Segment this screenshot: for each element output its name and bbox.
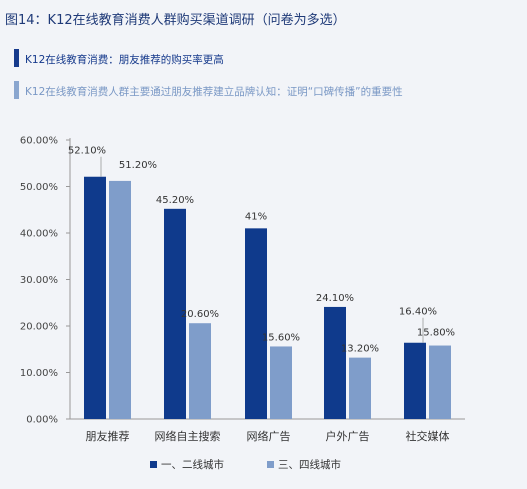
note-2-marker xyxy=(14,81,19,99)
y-tick-label: 10.00% xyxy=(20,368,58,379)
note-1-text: K12在线教育消费：朋友推荐的购买率更高 xyxy=(25,54,224,66)
data-label: 13.20% xyxy=(341,344,379,355)
y-tick-label: 60.00% xyxy=(20,136,58,147)
bar-2 xyxy=(349,357,371,419)
data-label: 16.40% xyxy=(399,307,437,318)
bar-1 xyxy=(164,208,186,419)
y-tick-label: 40.00% xyxy=(20,229,58,240)
bar-2 xyxy=(109,180,131,419)
y-tick-label: 50.00% xyxy=(20,182,58,193)
data-label: 41% xyxy=(245,211,267,222)
bar-2 xyxy=(270,346,292,419)
data-label: 51.20% xyxy=(119,160,157,171)
category-label: 网络自主搜索 xyxy=(155,429,221,443)
y-tick-label: 30.00% xyxy=(20,275,58,286)
category-label: 户外广告 xyxy=(326,429,370,443)
y-tick-label: 0.00% xyxy=(26,415,58,426)
note-1-marker xyxy=(14,49,19,67)
bar-2 xyxy=(189,323,211,419)
bar-2 xyxy=(429,345,451,419)
note-2: K12在线教育消费人群主要通过朋友推荐建立品牌认知：证明“口碑传播”的重要性 xyxy=(14,81,403,99)
legend-label-1: 一、二线城市 xyxy=(161,458,224,471)
data-label: 45.20% xyxy=(156,195,194,206)
bar-1 xyxy=(324,306,346,419)
category-label: 朋友推荐 xyxy=(86,429,130,443)
category-label: 社交媒体 xyxy=(406,429,450,443)
category-label: 网络广告 xyxy=(247,429,291,443)
figure-title: 图14：K12在线教育消费人群购买渠道调研（问卷为多选） xyxy=(5,13,346,28)
legend-swatch-2 xyxy=(267,461,274,468)
data-label: 15.80% xyxy=(417,328,455,339)
note-1: K12在线教育消费：朋友推荐的购买率更高 xyxy=(14,49,224,67)
bar-1 xyxy=(84,176,106,419)
data-label: 24.10% xyxy=(316,293,354,304)
legend-swatch-1 xyxy=(150,461,157,468)
data-label: 15.60% xyxy=(262,332,300,343)
note-2-text: K12在线教育消费人群主要通过朋友推荐建立品牌认知：证明“口碑传播”的重要性 xyxy=(25,86,403,98)
legend-label-2: 三、四线城市 xyxy=(278,458,341,471)
data-label: 20.60% xyxy=(181,309,219,320)
bar-1 xyxy=(404,342,426,419)
bar-1 xyxy=(245,228,267,419)
data-label: 52.10% xyxy=(68,146,106,157)
y-tick-label: 20.00% xyxy=(20,322,58,333)
